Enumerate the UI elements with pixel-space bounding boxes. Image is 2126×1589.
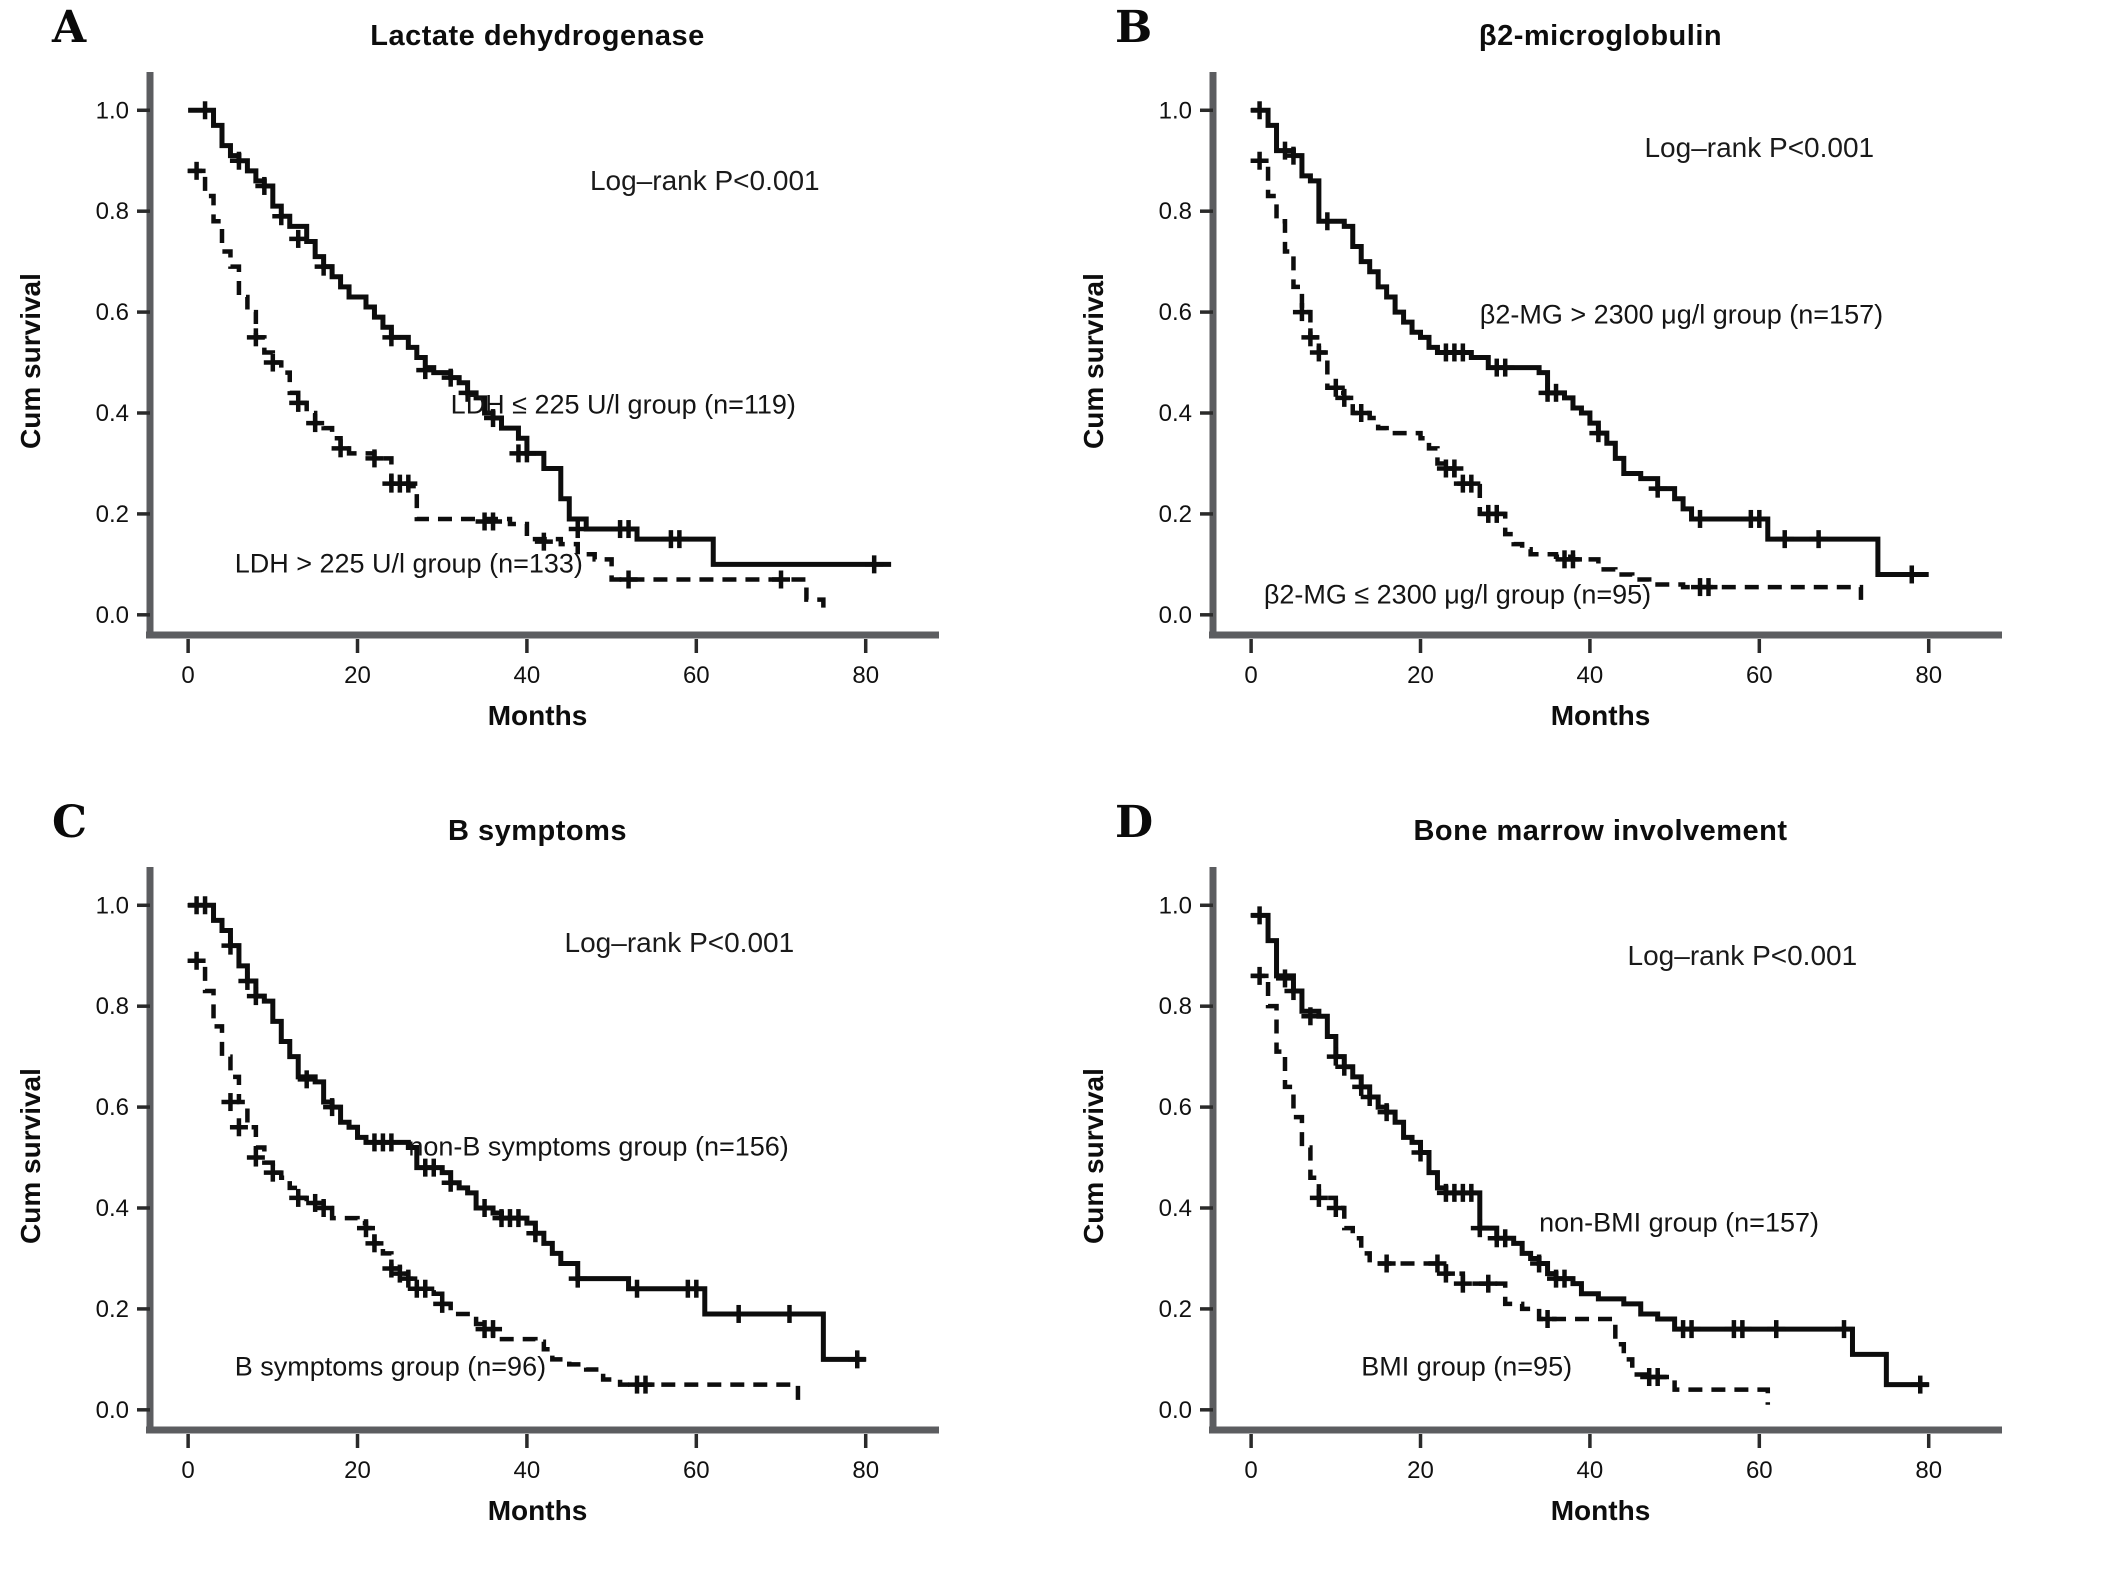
dashed-series-label-c: B symptoms group (n=96) (234, 1351, 547, 1382)
panel-title-c: B symptoms (447, 815, 628, 847)
panel-letter-b: B (1115, 2, 1153, 53)
panel-d: D Bone marrow involvement 1.0 0.8 0.6 0.4 0.… (1063, 795, 2126, 1589)
x-axis-label-d: Months (1550, 1495, 1651, 1526)
panel-a: A Lactate dehydrogenase 1.0 0.8 0.6 0.4 0.2 0… (0, 0, 1063, 794)
svg-text:0.6: 0.6 (96, 299, 129, 326)
svg-text:0.4: 0.4 (96, 400, 129, 427)
solid-series-label-c: non-B symptoms group (n=156) (408, 1131, 789, 1162)
svg-text:0.8: 0.8 (1159, 993, 1192, 1020)
svg-text:0.8: 0.8 (1159, 198, 1192, 225)
svg-text:20: 20 (344, 662, 371, 689)
svg-text:0: 0 (181, 662, 194, 689)
km-plot-a: 1.0 0.8 0.6 0.4 0.2 0.0 0 20 40 60 80 (96, 72, 939, 689)
svg-text:40: 40 (1577, 662, 1604, 689)
svg-text:0.0: 0.0 (96, 602, 129, 629)
svg-text:0.6: 0.6 (96, 1094, 129, 1121)
x-axis-label-a: Months (487, 700, 588, 731)
svg-text:1.0: 1.0 (96, 892, 129, 919)
svg-text:0.0: 0.0 (1159, 1397, 1192, 1424)
svg-text:60: 60 (1746, 1457, 1773, 1484)
svg-text:0.4: 0.4 (1159, 400, 1192, 427)
svg-text:0.2: 0.2 (96, 1296, 129, 1323)
panel-letter-c: C (52, 797, 88, 848)
y-axis-label-c: Cum survival (15, 1068, 46, 1244)
svg-text:0.8: 0.8 (96, 198, 129, 225)
svg-text:0.2: 0.2 (1159, 1296, 1192, 1323)
panel-title-d: Bone marrow involvement (1413, 815, 1788, 847)
y-axis-label-d: Cum survival (1078, 1068, 1109, 1244)
svg-text:20: 20 (1407, 1457, 1434, 1484)
svg-text:40: 40 (514, 662, 541, 689)
km-plot-d: 1.0 0.8 0.6 0.4 0.2 0.0 0 20 40 60 80 (1159, 867, 2002, 1484)
svg-text:1.0: 1.0 (96, 97, 129, 124)
svg-text:40: 40 (1577, 1457, 1604, 1484)
svg-text:1.0: 1.0 (1159, 97, 1192, 124)
solid-series-label-d: non-BMI group (n=157) (1539, 1207, 1819, 1238)
svg-text:80: 80 (1915, 1457, 1942, 1484)
log-rank-annotation-b: Log–rank P<0.001 (1644, 132, 1875, 164)
svg-text:0.4: 0.4 (96, 1195, 129, 1222)
log-rank-annotation-a: Log–rank P<0.001 (589, 164, 820, 196)
km-plot-b: 1.0 0.8 0.6 0.4 0.2 0.0 0 20 40 60 80 (1159, 72, 2002, 689)
y-axis-label-a: Cum survival (15, 273, 46, 449)
svg-text:0.6: 0.6 (1159, 1094, 1192, 1121)
svg-text:80: 80 (852, 1457, 879, 1484)
svg-text:40: 40 (514, 1457, 541, 1484)
svg-text:0.4: 0.4 (1159, 1195, 1192, 1222)
svg-text:0.2: 0.2 (1159, 501, 1192, 528)
svg-text:0: 0 (1244, 662, 1257, 689)
km-plot-c: 1.0 0.8 0.6 0.4 0.2 0.0 0 20 40 60 80 (96, 867, 939, 1484)
svg-text:0.8: 0.8 (96, 993, 129, 1020)
svg-text:60: 60 (683, 1457, 710, 1484)
svg-text:60: 60 (683, 662, 710, 689)
svg-text:80: 80 (852, 662, 879, 689)
log-rank-annotation-c: Log–rank P<0.001 (564, 927, 795, 959)
dashed-series-label-d: BMI group (n=95) (1361, 1351, 1573, 1382)
panel-c: C B symptoms 1.0 0.8 0.6 0.4 0.2 0.0 0 20 40 60 80… (0, 795, 1063, 1589)
panel-letter-d: D (1115, 797, 1154, 848)
panel-title-b: β2-microglobulin (1478, 20, 1723, 52)
panel-letter-a: A (52, 2, 87, 53)
svg-text:0.0: 0.0 (1159, 602, 1192, 629)
svg-text:1.0: 1.0 (1159, 892, 1192, 919)
svg-text:0: 0 (1244, 1457, 1257, 1484)
svg-text:80: 80 (1915, 662, 1942, 689)
log-rank-annotation-d: Log–rank P<0.001 (1627, 939, 1858, 971)
svg-text:0.6: 0.6 (1159, 299, 1192, 326)
svg-text:60: 60 (1746, 662, 1773, 689)
solid-series-label-b: β2-MG > 2300 μg/l group (n=157) (1479, 299, 1884, 330)
panel-b: B β2-microglobulin 1.0 0.8 0.6 0.4 0.2 0.0 0 20… (1063, 0, 2126, 794)
panel-title-a: Lactate dehydrogenase (370, 20, 705, 52)
dashed-series-label-b: β2-MG ≤ 2300 μg/l group (n=95) (1263, 579, 1652, 610)
x-axis-label-b: Months (1550, 700, 1651, 731)
dashed-series-label-a: LDH > 225 U/l group (n=133) (234, 548, 583, 579)
x-axis-label-c: Months (487, 1495, 588, 1526)
svg-text:0.2: 0.2 (96, 501, 129, 528)
svg-text:0.0: 0.0 (96, 1397, 129, 1424)
svg-text:20: 20 (344, 1457, 371, 1484)
y-axis-label-b: Cum survival (1078, 273, 1109, 449)
svg-text:20: 20 (1407, 662, 1434, 689)
solid-series-label-a: LDH ≤ 225 U/l group (n=119) (450, 389, 796, 420)
svg-text:0: 0 (181, 1457, 194, 1484)
